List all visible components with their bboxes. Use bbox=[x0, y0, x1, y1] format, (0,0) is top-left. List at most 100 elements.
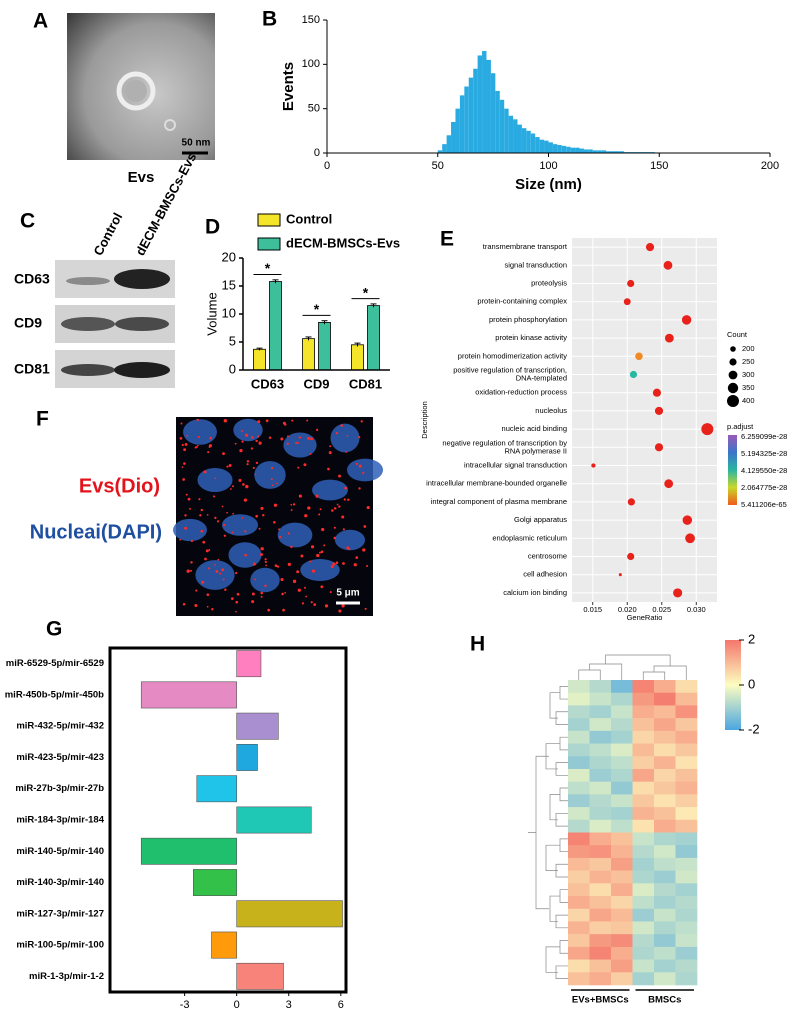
evs-dot bbox=[244, 553, 247, 557]
y-tick-label: miR-6529-5p/mir-6529 bbox=[6, 658, 104, 669]
evs-dot bbox=[245, 484, 249, 489]
evs-dot bbox=[194, 603, 198, 607]
y-tick-label: transmembrane transport bbox=[483, 242, 568, 251]
heat-cell bbox=[589, 883, 612, 897]
heat-cell bbox=[568, 870, 590, 884]
evs-dot bbox=[235, 571, 238, 575]
legend-label: 300 bbox=[742, 370, 755, 379]
band bbox=[66, 277, 110, 285]
bar bbox=[561, 145, 567, 153]
y-tick-label: miR-27b-3p/mir-27b bbox=[15, 783, 104, 794]
heat-cell bbox=[654, 819, 676, 833]
dot bbox=[635, 352, 643, 361]
evs-dot bbox=[316, 553, 320, 558]
evs-dot bbox=[282, 608, 285, 612]
evs-dot bbox=[255, 461, 259, 465]
evs-dot bbox=[187, 497, 191, 501]
heat-cell bbox=[654, 680, 676, 694]
legend-label: 400 bbox=[742, 396, 755, 405]
heat-cell bbox=[654, 857, 676, 871]
panel-letter: E bbox=[440, 228, 454, 251]
evs-dot bbox=[254, 473, 257, 476]
nucleus bbox=[330, 423, 360, 453]
dot bbox=[663, 260, 673, 270]
heat-cell bbox=[611, 692, 633, 706]
legend-label: 4.129550e-28 bbox=[741, 466, 787, 475]
heat-cell bbox=[654, 908, 676, 922]
evs-dot bbox=[324, 604, 329, 608]
dot bbox=[629, 370, 638, 379]
evs-dot bbox=[235, 600, 239, 604]
nucleus bbox=[183, 419, 217, 445]
heat-cell bbox=[675, 896, 698, 910]
y-tick-label: miR-140-3p/mir-140 bbox=[16, 877, 104, 888]
legend-title: Count bbox=[727, 330, 748, 339]
stain-label: Nucleai(DAPI) bbox=[30, 521, 162, 543]
bar bbox=[499, 99, 505, 153]
dot bbox=[618, 573, 622, 577]
bar bbox=[437, 150, 443, 153]
heat-cell bbox=[632, 756, 655, 770]
heat-cell bbox=[568, 743, 590, 757]
heat-cell bbox=[654, 756, 676, 770]
dot bbox=[682, 515, 693, 525]
evs-dot bbox=[292, 579, 297, 583]
row-label: CD63 bbox=[14, 271, 50, 287]
bar bbox=[269, 281, 282, 371]
heat-cell bbox=[654, 946, 676, 960]
dot bbox=[654, 443, 664, 452]
legend-label: 200 bbox=[742, 344, 755, 353]
x-tick-label: -3 bbox=[180, 999, 190, 1011]
heat-cell bbox=[654, 730, 676, 744]
x-tick-label: CD81 bbox=[349, 376, 382, 391]
y-tick-label: endoplasmic reticulum bbox=[492, 533, 567, 542]
legend-label: 5.194325e-28 bbox=[741, 449, 787, 458]
heat-cell bbox=[589, 845, 612, 859]
heat-cell bbox=[675, 718, 698, 732]
evs-dot bbox=[342, 528, 345, 531]
band bbox=[115, 317, 169, 331]
group-label: BMSCs bbox=[648, 995, 681, 1006]
panel-letter: F bbox=[36, 408, 49, 431]
evs-dot bbox=[335, 431, 339, 435]
y-tick-label: Golgi apparatus bbox=[514, 515, 567, 524]
bar bbox=[601, 150, 607, 153]
evs-dot bbox=[200, 508, 203, 512]
heat-cell bbox=[654, 832, 676, 846]
heat-cell bbox=[589, 934, 612, 948]
y-tick-label: 150 bbox=[302, 14, 320, 26]
evs-dot bbox=[189, 507, 191, 510]
evs-dot bbox=[360, 420, 363, 423]
plot-frame bbox=[108, 646, 348, 994]
heat-cell bbox=[632, 807, 655, 821]
caption: Evs bbox=[128, 169, 155, 186]
heat-cell bbox=[611, 908, 633, 922]
evs-dot bbox=[246, 460, 250, 463]
panel-letter: H bbox=[470, 633, 485, 656]
evs-dot bbox=[199, 514, 202, 517]
evs-dot bbox=[267, 608, 271, 612]
heat-cell bbox=[611, 756, 633, 770]
evs-dot bbox=[250, 447, 253, 450]
heat-cell bbox=[654, 870, 676, 884]
significance: * bbox=[265, 260, 271, 276]
x-tick-label: 3 bbox=[286, 999, 292, 1011]
bar bbox=[451, 121, 456, 153]
heat-cell bbox=[632, 883, 655, 897]
bar bbox=[192, 869, 237, 896]
heat-cell bbox=[675, 870, 698, 884]
dendrogram bbox=[528, 686, 568, 979]
band bbox=[61, 317, 115, 331]
legend-label: 350 bbox=[742, 383, 755, 392]
heat-cell bbox=[675, 832, 698, 846]
heat-cell bbox=[675, 845, 698, 859]
evs-dot bbox=[243, 498, 247, 502]
x-tick-label: 150 bbox=[650, 160, 668, 172]
heat-cell bbox=[568, 718, 590, 732]
evs-dot bbox=[278, 528, 281, 531]
heat-cell bbox=[611, 781, 633, 795]
dot bbox=[623, 298, 631, 306]
heat-cell bbox=[675, 972, 698, 986]
bar bbox=[455, 108, 460, 153]
